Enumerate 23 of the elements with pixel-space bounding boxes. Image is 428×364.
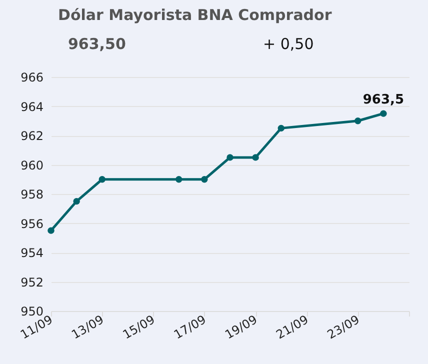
y-tick-label: 954: [20, 246, 44, 260]
chart-title: Dólar Mayorista BNA Comprador: [58, 6, 332, 24]
y-tick-label: 956: [20, 216, 44, 231]
y-tick-label: 960: [20, 158, 44, 172]
annotation: 963,5: [362, 92, 404, 108]
chart-subtitle: 963,50: [68, 35, 126, 53]
point: [226, 154, 234, 161]
point: [252, 154, 259, 161]
y-tick-label: 964: [20, 100, 44, 114]
y-tick-label: 966: [20, 70, 44, 84]
point: [201, 176, 208, 183]
y-tick-label: 952: [20, 275, 44, 290]
point: [48, 227, 54, 234]
point: [98, 176, 106, 183]
point: [380, 110, 387, 117]
y-tick-label: 950: [20, 304, 44, 318]
text: + 0,50: [263, 35, 314, 53]
point: [176, 176, 182, 183]
point: [354, 118, 362, 124]
y-tick-label: 958: [20, 188, 44, 202]
y-tick-label: 962: [20, 129, 44, 143]
point: [278, 124, 284, 132]
point: [73, 198, 80, 205]
